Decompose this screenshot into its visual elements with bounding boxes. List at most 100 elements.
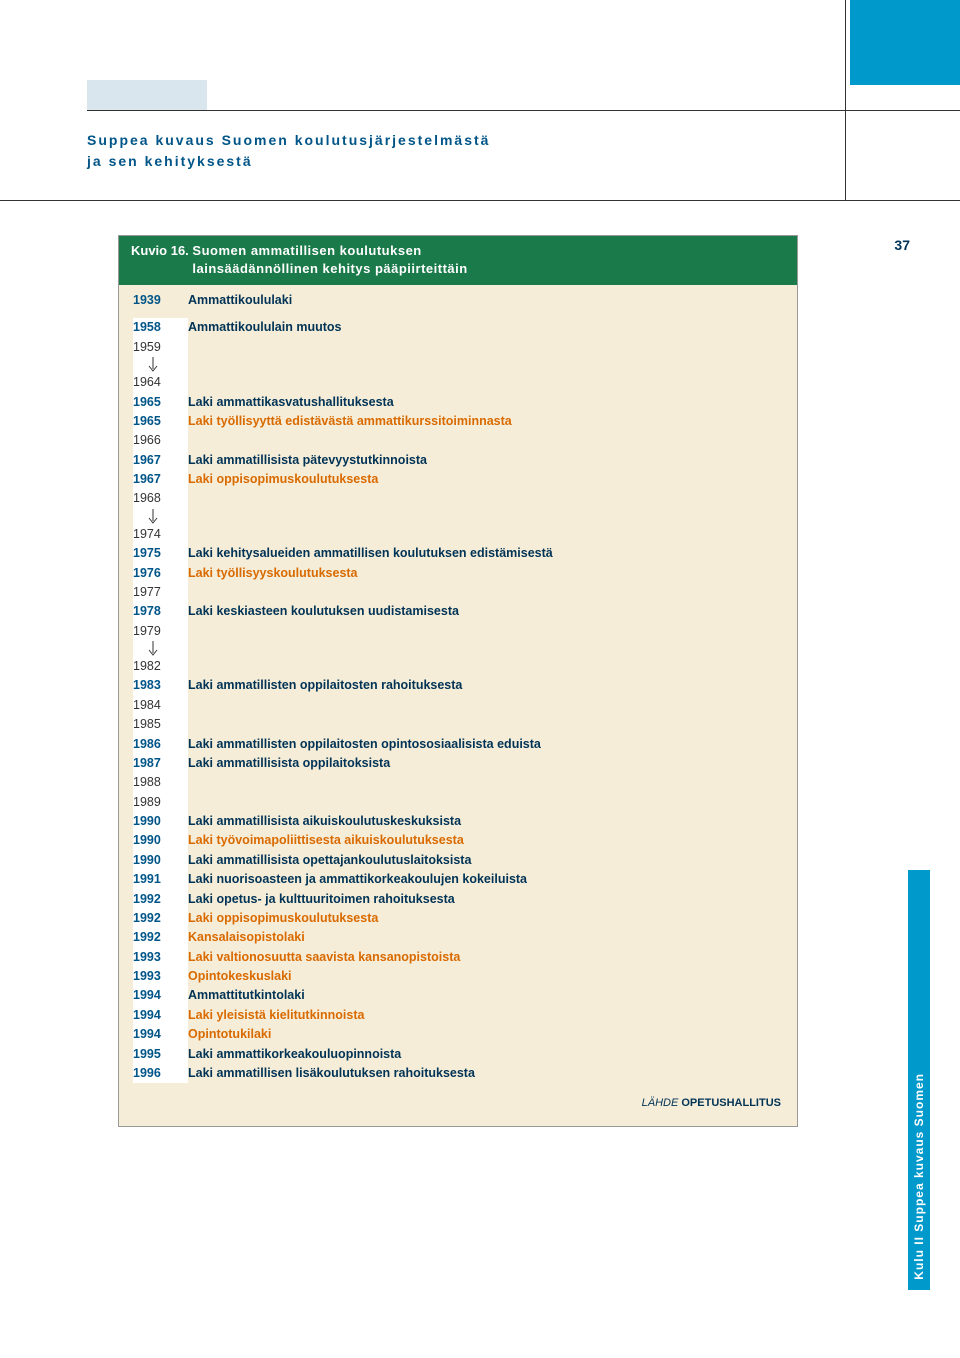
timeline-row: 1991Laki nuorisoasteen ja ammattikorkeak… bbox=[119, 870, 797, 889]
source-value: OPETUSHALLITUS bbox=[681, 1097, 781, 1109]
timeline-row: 1964 bbox=[119, 373, 797, 392]
law-text bbox=[188, 657, 783, 676]
timeline-row: 1975Laki kehitysalueiden ammatillisen ko… bbox=[119, 544, 797, 563]
timeline-row: 1977 bbox=[119, 583, 797, 602]
rule-top bbox=[87, 110, 960, 111]
timeline-row: 1990Laki ammatillisista opettajankoulutu… bbox=[119, 851, 797, 870]
timeline-row: 1992Kansalaisopistolaki bbox=[119, 928, 797, 947]
law-text bbox=[188, 525, 783, 544]
figure-box: Kuvio 16. Suomen ammatillisen koulutukse… bbox=[118, 235, 798, 1127]
timeline-row: 1994Opintotukilaki bbox=[119, 1025, 797, 1044]
timeline-row: 1967Laki oppisopimuskoulutuksesta bbox=[119, 470, 797, 489]
law-text: Laki oppisopimuskoulutuksesta bbox=[188, 909, 783, 928]
timeline-row: 1992Laki opetus- ja kulttuuritoimen raho… bbox=[119, 890, 797, 909]
law-text: Laki keskiasteen koulutuksen uudistamise… bbox=[188, 602, 783, 621]
timeline-row: 1986Laki ammatillisten oppilaitosten opi… bbox=[119, 735, 797, 754]
law-text: Laki oppisopimuskoulutuksesta bbox=[188, 470, 783, 489]
timeline-row: 1965Laki ammattikasvatushallituksesta bbox=[119, 393, 797, 412]
year: 1982 bbox=[133, 657, 188, 676]
law-text: Laki ammatillisista opettajankoulutuslai… bbox=[188, 851, 783, 870]
year: 1975 bbox=[133, 544, 188, 563]
law-text bbox=[188, 583, 783, 602]
year: 1966 bbox=[133, 431, 188, 450]
timeline-row: 1974 bbox=[119, 525, 797, 544]
year: 1987 bbox=[133, 754, 188, 773]
law-text bbox=[188, 696, 783, 715]
law-text: Laki työllisyyskoulutuksesta bbox=[188, 564, 783, 583]
timeline-row: 1994Ammattitutkintolaki bbox=[119, 986, 797, 1005]
law-text bbox=[188, 489, 783, 508]
year: 1968 bbox=[133, 489, 188, 508]
first-row: 1939 Ammattikoululaki bbox=[119, 291, 797, 310]
source-label: LÄHDE bbox=[642, 1097, 679, 1109]
year: 1986 bbox=[133, 735, 188, 754]
year: 1965 bbox=[133, 393, 188, 412]
heading-line1: Suppea kuvaus Suomen koulutusjärjestelmä… bbox=[87, 130, 490, 151]
timeline-row: 1984 bbox=[119, 696, 797, 715]
figure-title-l1: Suomen ammatillisen koulutuksen bbox=[192, 243, 421, 258]
timeline-row: 1968 bbox=[119, 489, 797, 508]
year: 1993 bbox=[133, 967, 188, 986]
timeline-row: 1979 bbox=[119, 622, 797, 641]
year: 1979 bbox=[133, 622, 188, 641]
year: 1958 bbox=[133, 318, 188, 337]
year: 1994 bbox=[133, 1025, 188, 1044]
timeline-row: 1966 bbox=[119, 431, 797, 450]
law-text: Laki ammatillisten oppilaitosten rahoitu… bbox=[188, 676, 783, 695]
year: 1989 bbox=[133, 793, 188, 812]
law-text: Laki ammatillisista pätevyystutkinnoista bbox=[188, 451, 783, 470]
law-text: Laki ammatillisten oppilaitosten opintos… bbox=[188, 735, 783, 754]
side-tab-text: Kulu II Suppea kuvaus Suomen bbox=[912, 1073, 926, 1280]
figure-header: Kuvio 16. Suomen ammatillisen koulutukse… bbox=[119, 236, 797, 285]
side-tab: Kulu II Suppea kuvaus Suomen bbox=[908, 870, 930, 1290]
heading-line2: ja sen kehityksestä bbox=[87, 151, 490, 172]
source-line: LÄHDE OPETUSHALLITUS bbox=[119, 1083, 797, 1116]
law-text: Laki kehitysalueiden ammatillisen koulut… bbox=[188, 544, 783, 563]
law-text: Laki nuorisoasteen ja ammattikorkeakoulu… bbox=[188, 870, 783, 889]
timeline-row: 1992Laki oppisopimuskoulutuksesta bbox=[119, 909, 797, 928]
page-number: 37 bbox=[894, 237, 910, 253]
down-arrow-icon bbox=[119, 509, 797, 525]
year: 1978 bbox=[133, 602, 188, 621]
law-text bbox=[188, 773, 783, 792]
law-text: Ammattikoululaki bbox=[188, 291, 783, 310]
figure-kuvio: Kuvio 16. bbox=[131, 243, 189, 258]
down-arrow-icon bbox=[119, 357, 797, 373]
year: 1995 bbox=[133, 1045, 188, 1064]
timeline-row: 1976Laki työllisyyskoulutuksesta bbox=[119, 564, 797, 583]
year: 1964 bbox=[133, 373, 188, 392]
law-text: Ammattitutkintolaki bbox=[188, 986, 783, 1005]
section-heading: Suppea kuvaus Suomen koulutusjärjestelmä… bbox=[87, 130, 490, 172]
year: 1992 bbox=[133, 928, 188, 947]
year: 1984 bbox=[133, 696, 188, 715]
year: 1990 bbox=[133, 851, 188, 870]
timeline-row: 1967Laki ammatillisista pätevyystutkinno… bbox=[119, 451, 797, 470]
timeline-row: 1965Laki työllisyyttä edistävästä ammatt… bbox=[119, 412, 797, 431]
timeline-row: 1996Laki ammatillisen lisäkoulutuksen ra… bbox=[119, 1064, 797, 1083]
year: 1990 bbox=[133, 812, 188, 831]
year: 1967 bbox=[133, 470, 188, 489]
year: 1959 bbox=[133, 338, 188, 357]
rule-below-heading bbox=[0, 200, 960, 201]
year: 1992 bbox=[133, 890, 188, 909]
year: 1991 bbox=[133, 870, 188, 889]
law-text: Laki ammatillisista aikuiskoulutuskeskuk… bbox=[188, 812, 783, 831]
timeline-row: 1985 bbox=[119, 715, 797, 734]
year: 1985 bbox=[133, 715, 188, 734]
law-text bbox=[188, 793, 783, 812]
year: 1983 bbox=[133, 676, 188, 695]
timeline-row: 1993Opintokeskuslaki bbox=[119, 967, 797, 986]
year: 1965 bbox=[133, 412, 188, 431]
year: 1977 bbox=[133, 583, 188, 602]
spacer bbox=[119, 310, 797, 318]
law-text: Laki työvoimapoliittisesta aikuiskoulutu… bbox=[188, 831, 783, 850]
year: 1994 bbox=[133, 1006, 188, 1025]
law-text: Laki ammattikorkeakouluopinnoista bbox=[188, 1045, 783, 1064]
year: 1994 bbox=[133, 986, 188, 1005]
law-text: Kansalaisopistolaki bbox=[188, 928, 783, 947]
law-text: Laki yleisistä kielitutkinnoista bbox=[188, 1006, 783, 1025]
law-text: Laki työllisyyttä edistävästä ammattikur… bbox=[188, 412, 783, 431]
law-text bbox=[188, 338, 783, 357]
law-text: Ammattikoululain muutos bbox=[188, 318, 783, 337]
timeline-row: 1994Laki yleisistä kielitutkinnoista bbox=[119, 1006, 797, 1025]
